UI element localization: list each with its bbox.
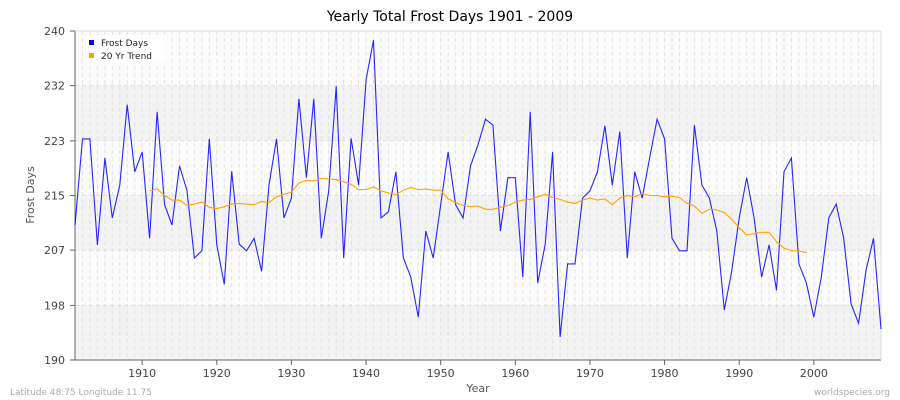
frost-days-line xyxy=(74,40,882,338)
legend: Frost Days 20 Yr Trend xyxy=(83,35,167,63)
legend-box xyxy=(83,35,167,63)
trend-line xyxy=(149,177,807,254)
legend-swatch-frost-days xyxy=(89,40,94,45)
location-label: Latitude 48.75 Longitude 11.75 xyxy=(10,388,152,398)
y-tick-label: 240 xyxy=(44,25,65,38)
x-tick-label: 1950 xyxy=(427,367,455,380)
y-axis-label: Frost Days xyxy=(24,166,37,224)
legend-swatch-trend xyxy=(89,53,94,58)
x-axis-label: Year xyxy=(465,382,490,395)
legend-label-frost-days: Frost Days xyxy=(101,39,148,49)
x-tick-label: 1960 xyxy=(501,367,529,380)
source-label: worldspecies.org xyxy=(814,388,890,398)
legend-label-trend: 20 Yr Trend xyxy=(101,52,152,62)
x-tick-label: 2000 xyxy=(800,367,828,380)
y-tick-label: 223 xyxy=(44,135,65,148)
x-tick-label: 1940 xyxy=(352,367,380,380)
x-tick-label: 1910 xyxy=(128,367,156,380)
y-tick-label: 198 xyxy=(44,299,65,312)
x-tick-label: 1920 xyxy=(203,367,231,380)
y-tick-label: 232 xyxy=(44,80,65,93)
y-tick-label: 207 xyxy=(44,244,65,257)
x-tick-label: 1930 xyxy=(277,367,305,380)
y-tick-label: 190 xyxy=(44,354,65,367)
x-tick-label: 1970 xyxy=(576,367,604,380)
x-tick-label: 1980 xyxy=(651,367,679,380)
x-tick-label: 1990 xyxy=(725,367,753,380)
y-tick-label: 215 xyxy=(44,190,65,203)
chart-title: Yearly Total Frost Days 1901 - 2009 xyxy=(326,9,573,25)
